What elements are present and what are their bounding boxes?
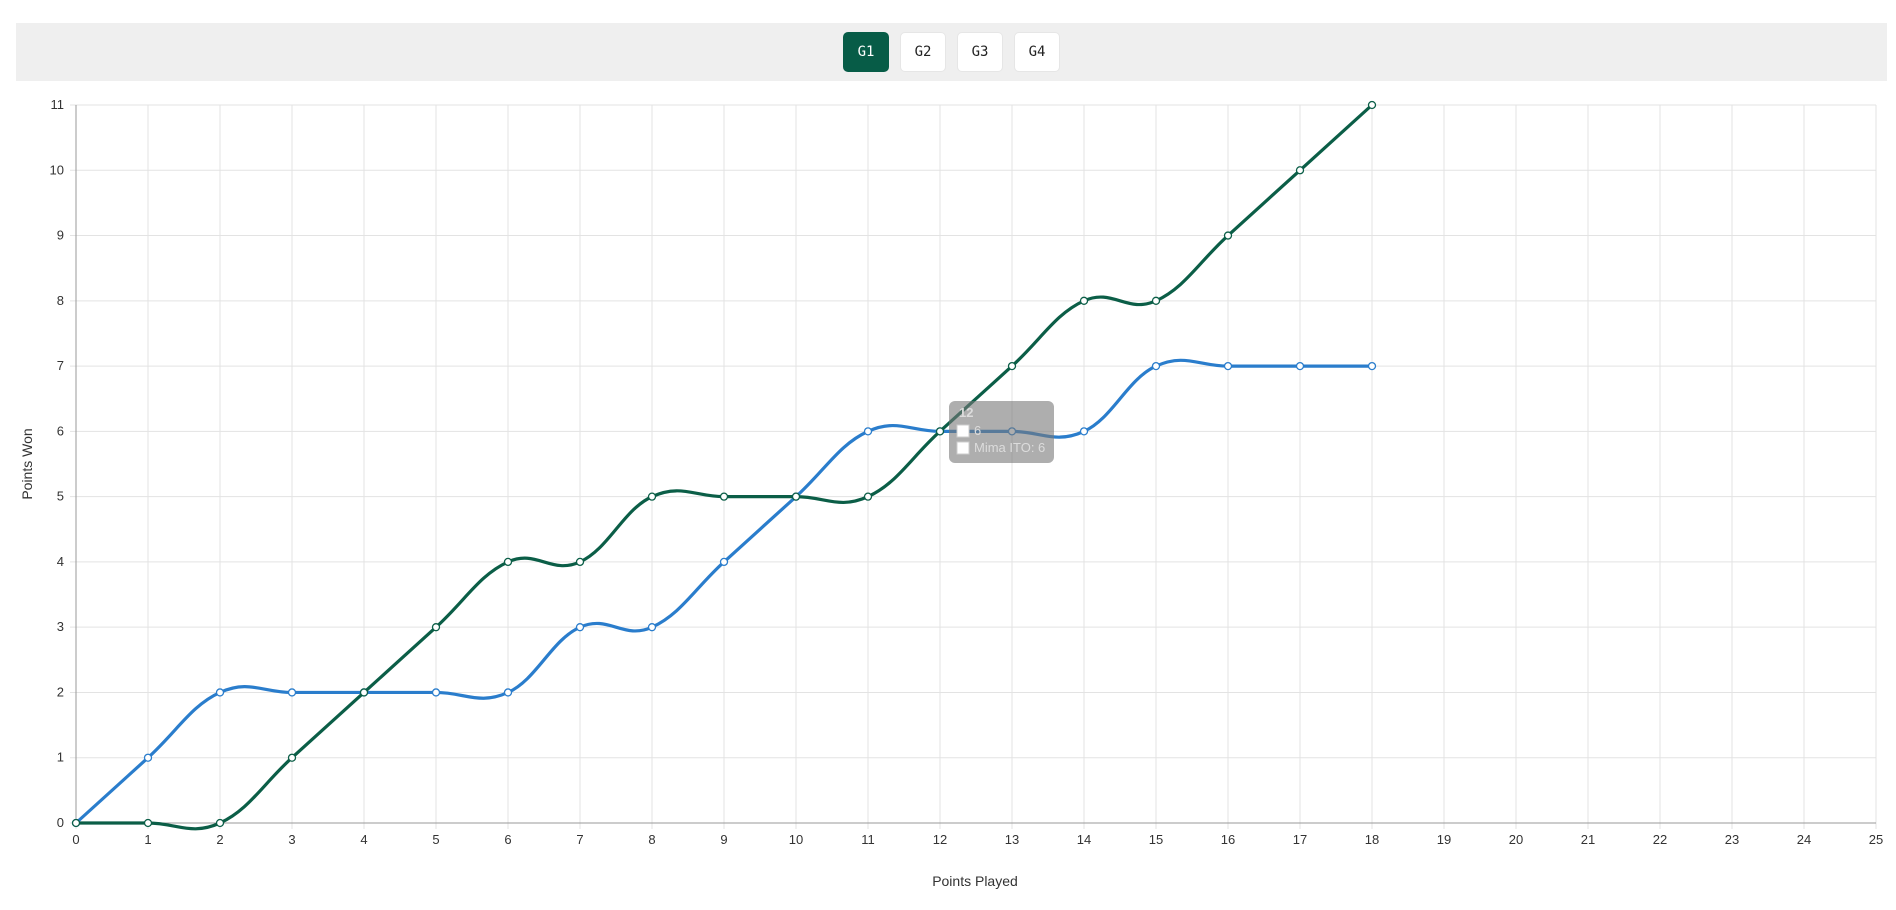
tab-g3[interactable]: G3 (957, 32, 1003, 72)
x-tick-label: 17 (1293, 832, 1307, 847)
x-tick-label: 19 (1437, 832, 1451, 847)
tooltip-box (949, 401, 1054, 463)
data-point (575, 557, 585, 567)
y-tick-label: 0 (57, 815, 64, 830)
x-tick-label: 24 (1797, 832, 1811, 847)
x-tick-label: 23 (1725, 832, 1739, 847)
data-point (1295, 361, 1305, 371)
tooltip-swatch (956, 424, 970, 438)
x-tick-label: 20 (1509, 832, 1523, 847)
data-point (1295, 166, 1305, 175)
x-tick-label: 2 (216, 832, 223, 847)
y-tick-label: 4 (57, 554, 64, 569)
x-tick-label: 3 (288, 832, 295, 847)
y-tick-label: 11 (51, 97, 65, 112)
data-point (287, 688, 297, 697)
tab-g2[interactable]: G2 (900, 32, 946, 72)
y-tick-label: 5 (57, 489, 64, 504)
tab-g4[interactable]: G4 (1014, 32, 1060, 72)
data-point (215, 818, 225, 828)
x-tick-label: 6 (504, 832, 511, 847)
data-point (863, 427, 873, 436)
data-point (647, 623, 657, 632)
data-point (1079, 427, 1089, 436)
x-tick-label: 12 (933, 832, 947, 847)
y-tick-label: 2 (57, 684, 64, 699)
data-point (863, 492, 873, 501)
data-point (359, 688, 369, 697)
data-point (215, 688, 225, 697)
x-axis-title: Points Played (932, 873, 1018, 889)
data-point (143, 753, 153, 762)
y-tick-label: 1 (57, 750, 64, 765)
data-point (287, 753, 297, 762)
x-tick-label: 14 (1077, 832, 1091, 847)
y-tick-label: 9 (57, 228, 64, 243)
y-tick-label: 8 (57, 293, 64, 308)
x-tick-label: 0 (72, 832, 79, 847)
data-point (791, 492, 801, 501)
x-tick-label: 10 (789, 832, 803, 847)
x-tick-label: 18 (1365, 832, 1379, 847)
data-point (1079, 296, 1089, 305)
data-point (935, 427, 945, 436)
x-tick-label: 15 (1149, 832, 1163, 847)
x-tick-label: 7 (576, 832, 583, 847)
data-point (647, 492, 657, 501)
data-point (143, 818, 153, 828)
data-point (1151, 361, 1161, 371)
data-point (719, 557, 729, 567)
data-point (503, 688, 513, 697)
data-point (719, 492, 729, 501)
data-point (1151, 296, 1161, 305)
y-tick-label: 6 (57, 423, 64, 438)
data-point (431, 623, 441, 632)
x-tick-label: 25 (1869, 832, 1883, 847)
x-tick-label: 11 (861, 832, 875, 847)
tab-g1[interactable]: G1 (843, 32, 889, 72)
x-tick-label: 4 (360, 832, 367, 847)
x-tick-label: 5 (432, 832, 439, 847)
x-tick-label: 22 (1653, 832, 1667, 847)
y-tick-label: 7 (57, 358, 64, 373)
game-tab-bar: G1 G2 G3 G4 (16, 23, 1887, 81)
tooltip-line: Mima ITO: 6 (974, 440, 1045, 455)
y-tick-label: 3 (57, 619, 64, 634)
data-point (1367, 100, 1377, 110)
y-axis-title: Points Won (19, 428, 35, 499)
x-tick-label: 16 (1221, 832, 1235, 847)
data-point (1367, 361, 1377, 371)
data-point (431, 688, 441, 697)
tooltip-swatch (956, 441, 970, 455)
y-tick-label: 10 (50, 162, 64, 177)
x-tick-label: 8 (648, 832, 655, 847)
data-point (1223, 231, 1233, 240)
tooltip-line: 6 (974, 423, 981, 438)
x-tick-label: 21 (1581, 832, 1595, 847)
data-point (503, 557, 513, 567)
data-point (71, 818, 81, 828)
tooltip-title: 12 (959, 405, 973, 420)
data-point (575, 623, 585, 632)
data-point (1223, 361, 1233, 371)
x-tick-label: 13 (1005, 832, 1019, 847)
data-point (1007, 361, 1017, 371)
x-tick-label: 9 (720, 832, 727, 847)
x-tick-label: 1 (144, 832, 151, 847)
